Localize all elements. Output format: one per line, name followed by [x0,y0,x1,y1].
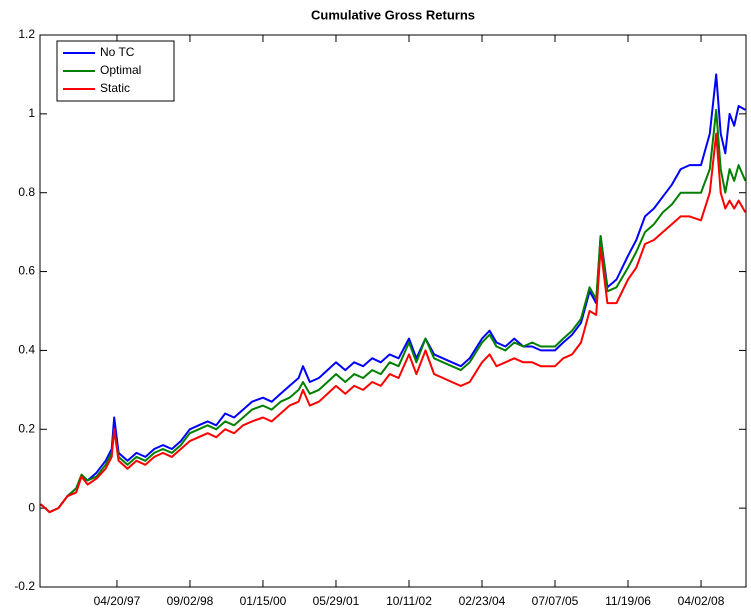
y-tick-label: 1.2 [18,27,35,41]
x-tick-label: 04/20/97 [94,594,141,608]
line-series [40,132,747,514]
x-tick-label: 01/15/00 [240,594,287,608]
legend-label: No TC [100,45,135,59]
y-tick-label: 1 [28,106,35,120]
legend-label: Optimal [100,63,141,77]
x-tick-label: 10/11/02 [386,594,432,608]
x-tick-label: 07/07/05 [532,594,579,608]
y-tick-label: 0.8 [18,185,35,199]
x-tick-label: 09/02/98 [167,594,214,608]
y-tick-label: 0.2 [18,421,35,435]
y-tick-label: -0.2 [14,579,35,593]
plot-frame [39,34,747,588]
x-tick-label: 05/29/01 [313,594,360,608]
x-tick-label: 02/23/04 [459,594,506,608]
x-tick-label: 04/02/08 [678,594,725,608]
y-tick-label: 0 [28,500,35,514]
line-series [40,73,746,514]
x-tick-label: 11/19/06 [605,594,651,608]
y-tick-label: 0.4 [18,343,35,357]
line-series [40,108,747,514]
legend-label: Static [100,81,130,95]
y-tick-label: 0.6 [18,264,35,278]
chart-title: Cumulative Gross Returns [311,7,475,22]
